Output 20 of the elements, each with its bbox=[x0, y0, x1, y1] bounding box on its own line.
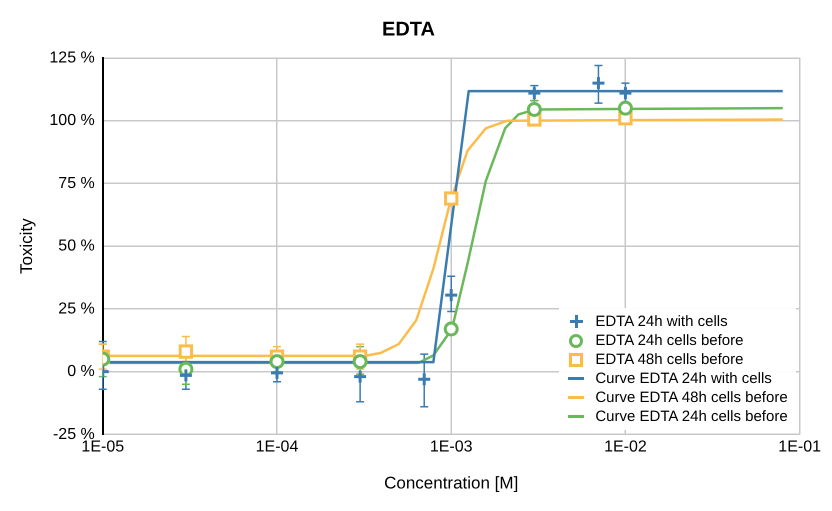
chart-title: EDTA bbox=[382, 18, 435, 41]
y-tick-label: 0 % bbox=[67, 363, 95, 380]
x-tick-label: 1E-03 bbox=[430, 438, 473, 456]
x-tick-label: 1E-04 bbox=[256, 438, 298, 456]
legend-label: Curve EDTA 24h cells before bbox=[595, 408, 788, 426]
y-tick-label: 25 % bbox=[58, 300, 95, 318]
legend-label: EDTA 24h cells before bbox=[595, 332, 744, 350]
y-tick-label: 50 % bbox=[58, 238, 95, 255]
legend-label: EDTA 48h cells before bbox=[595, 351, 744, 368]
x-tick-label: 1E-02 bbox=[604, 438, 647, 456]
x-axis-title: Concentration [M] bbox=[384, 473, 518, 492]
x-tick-label: 1E-05 bbox=[81, 438, 124, 456]
legend-label: EDTA 24h with cells bbox=[595, 313, 728, 330]
x-tick-label: 1E-01 bbox=[778, 438, 822, 456]
y-tick-label: 100 % bbox=[49, 112, 95, 130]
y-tick-label: 125 % bbox=[49, 49, 95, 66]
legend-label: Curve EDTA 48h cells before bbox=[595, 389, 788, 406]
legend-label: Curve EDTA 24h with cells bbox=[595, 370, 772, 388]
y-axis-title: Toxicity bbox=[16, 218, 36, 274]
y-tick-label: 75 % bbox=[58, 174, 95, 192]
